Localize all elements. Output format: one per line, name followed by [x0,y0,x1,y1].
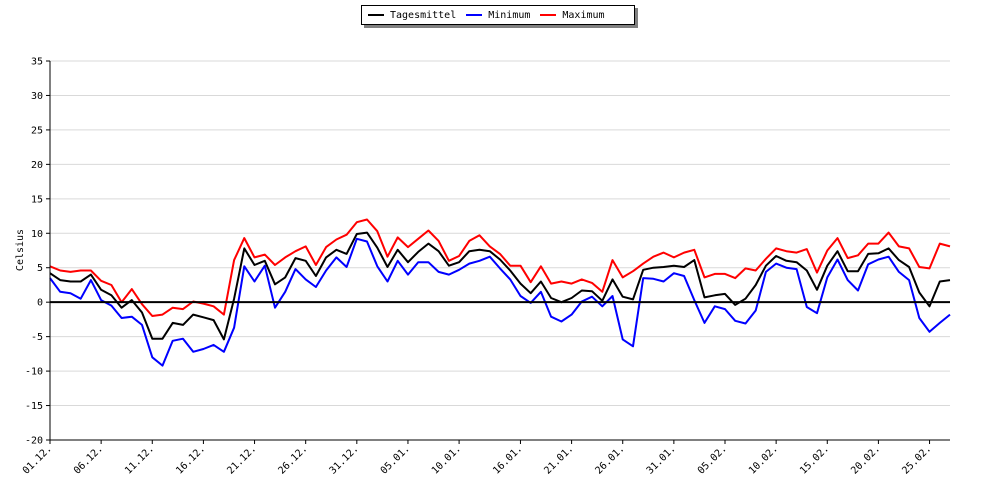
series-line-minimum [49,237,951,367]
y-tick-label: 25 [31,125,43,136]
legend-label-tagesmittel: Tagesmittel [390,9,457,21]
legend-label-maximum: Maximum [562,9,605,21]
legend-item-maximum: Maximum [540,9,605,21]
y-tick-label: -20 [25,436,43,447]
grid-lines [50,60,950,441]
x-tick-label: 15.02. [798,443,831,476]
y-tick-label: 5 [37,263,43,274]
y-tick-label: 30 [31,91,43,102]
x-tick-label: 25.02. [900,443,933,476]
legend: Tagesmittel Minimum Maximum [361,5,635,25]
x-tick-label: 05.01. [379,443,412,476]
legend-swatch-maximum [540,14,557,16]
legend-label-minimum: Minimum [488,9,531,21]
x-tick-label: 16.12. [174,443,207,476]
x-tick-label: 05.02. [696,443,729,476]
x-tick-label: 20.02. [849,443,882,476]
x-tick-label: 16.01. [491,443,524,476]
y-axis-label: Celsius [15,229,26,271]
y-tick-label: -10 [25,367,43,378]
legend-item-tagesmittel: Tagesmittel [368,10,456,21]
y-tick-label: -5 [31,332,43,343]
y-tick-label: 10 [31,229,43,240]
x-tick-label: 26.12. [276,443,309,476]
series-lines [49,218,951,367]
y-tick-label: 0 [37,298,43,309]
y-tick-label: 35 [31,57,43,68]
legend-item-minimum: Minimum [466,10,530,21]
x-tick-label: 21.12. [225,443,258,476]
y-tick-label: 15 [31,194,43,205]
legend-swatch-minimum [466,14,483,16]
x-tick-label: 31.01. [645,443,678,476]
series-line-tagesmittel [49,231,951,341]
y-tick-label: 20 [31,160,43,171]
legend-swatch-tagesmittel [368,14,384,16]
x-tick-label: 26.01. [594,443,627,476]
x-tick-label: 10.01. [430,443,463,476]
x-tick-label: 01.12. [21,443,54,476]
x-tick-label: 11.12. [123,443,156,476]
y-tick-label: -15 [25,401,43,412]
x-tick-label: 31.12. [328,443,361,476]
x-tick-label: 21.01. [542,443,575,476]
x-tick-label: 10.02. [747,443,780,476]
x-tick-label: 06.12. [72,443,105,476]
